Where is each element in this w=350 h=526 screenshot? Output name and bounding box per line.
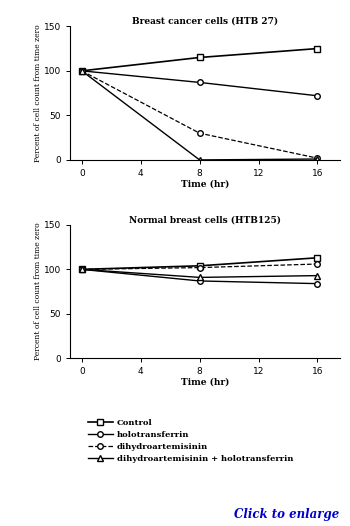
Title: Normal breast cells (HTB125): Normal breast cells (HTB125) xyxy=(129,215,281,224)
X-axis label: Time (hr): Time (hr) xyxy=(181,378,229,387)
Y-axis label: Percent of cell count from time zero: Percent of cell count from time zero xyxy=(34,24,42,162)
Text: Click to enlarge: Click to enlarge xyxy=(234,508,340,521)
Title: Breast cancer cells (HTB 27): Breast cancer cells (HTB 27) xyxy=(132,16,278,26)
Y-axis label: Percent of cell count from time zero: Percent of cell count from time zero xyxy=(34,223,42,360)
Legend: Control, holotransferrin, dihydroartemisinin, dihydroartemisinin + holotransferr: Control, holotransferrin, dihydroartemis… xyxy=(88,419,293,463)
X-axis label: Time (hr): Time (hr) xyxy=(181,179,229,188)
